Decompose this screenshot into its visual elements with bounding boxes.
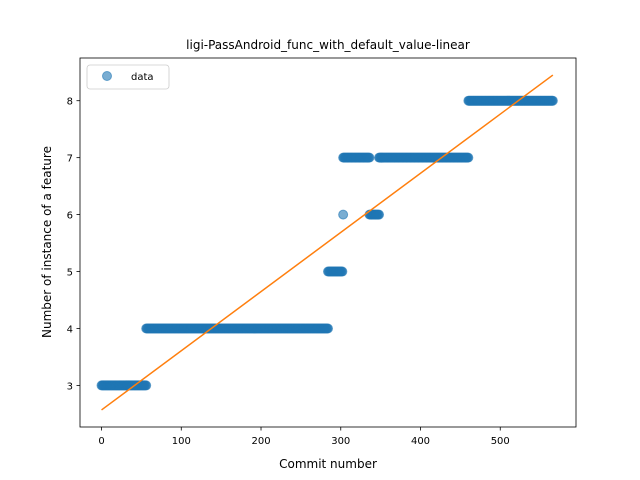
legend-marker-data (102, 71, 112, 81)
ticks-layer: 0 100 200 300 400 500 3 4 5 6 7 8 (67, 97, 510, 447)
legend-box (86, 64, 170, 90)
y-tick-label: 8 (67, 97, 73, 108)
legend: data (86, 64, 170, 90)
legend-label-data: data (131, 72, 154, 83)
x-tick-label: 200 (251, 436, 270, 447)
y-tick-label: 7 (67, 154, 73, 165)
data-point (338, 209, 349, 220)
data-point (141, 380, 152, 391)
data-point (364, 152, 375, 163)
x-tick-label: 300 (331, 436, 350, 447)
data-point (323, 323, 333, 334)
y-tick-label: 3 (67, 381, 73, 392)
y-tick-label: 4 (67, 324, 73, 335)
y-tick-label: 5 (67, 268, 73, 279)
x-axis-title: Commit number (279, 457, 377, 471)
fit-line (101, 74, 554, 411)
chart-title: ligi-PassAndroid_func_with_default_value… (186, 38, 470, 52)
plot-frame (79, 57, 577, 428)
data-point (374, 209, 385, 220)
x-tick-label: 100 (172, 436, 191, 447)
y-tick-label: 6 (67, 211, 73, 222)
data-layer (96, 74, 558, 411)
x-tick-label: 0 (98, 436, 104, 447)
x-tick-label: 500 (491, 436, 510, 447)
x-tick-label: 400 (411, 436, 430, 447)
data-point (463, 152, 474, 163)
y-axis-title: Number of instance of a feature (40, 146, 54, 338)
data-point (547, 95, 558, 106)
data-point (337, 266, 348, 277)
